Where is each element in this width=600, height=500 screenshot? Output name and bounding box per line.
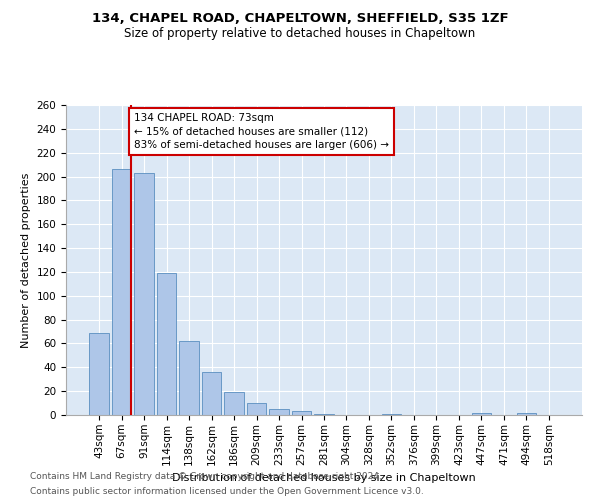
Bar (224, 392, 244, 415)
Text: Size of property relative to detached houses in Chapeltown: Size of property relative to detached ho… (124, 28, 476, 40)
Bar (157, 273, 176, 415)
Bar (179, 341, 199, 415)
Bar (247, 403, 266, 415)
Text: Contains public sector information licensed under the Open Government Licence v3: Contains public sector information licen… (30, 487, 424, 496)
Bar (314, 414, 334, 415)
Y-axis label: Number of detached properties: Number of detached properties (21, 172, 31, 348)
Bar (292, 412, 311, 415)
Bar (134, 173, 154, 415)
Text: 134, CHAPEL ROAD, CHAPELTOWN, SHEFFIELD, S35 1ZF: 134, CHAPEL ROAD, CHAPELTOWN, SHEFFIELD,… (92, 12, 508, 26)
Bar (89, 332, 109, 415)
Text: 134 CHAPEL ROAD: 73sqm
← 15% of detached houses are smaller (112)
83% of semi-de: 134 CHAPEL ROAD: 73sqm ← 15% of detached… (134, 114, 389, 150)
Bar (112, 170, 131, 415)
X-axis label: Distribution of detached houses by size in Chapeltown: Distribution of detached houses by size … (172, 473, 476, 483)
Bar (382, 414, 401, 415)
Bar (269, 409, 289, 415)
Bar (202, 372, 221, 415)
Text: Contains HM Land Registry data © Crown copyright and database right 2024.: Contains HM Land Registry data © Crown c… (30, 472, 382, 481)
Bar (517, 412, 536, 415)
Bar (472, 412, 491, 415)
